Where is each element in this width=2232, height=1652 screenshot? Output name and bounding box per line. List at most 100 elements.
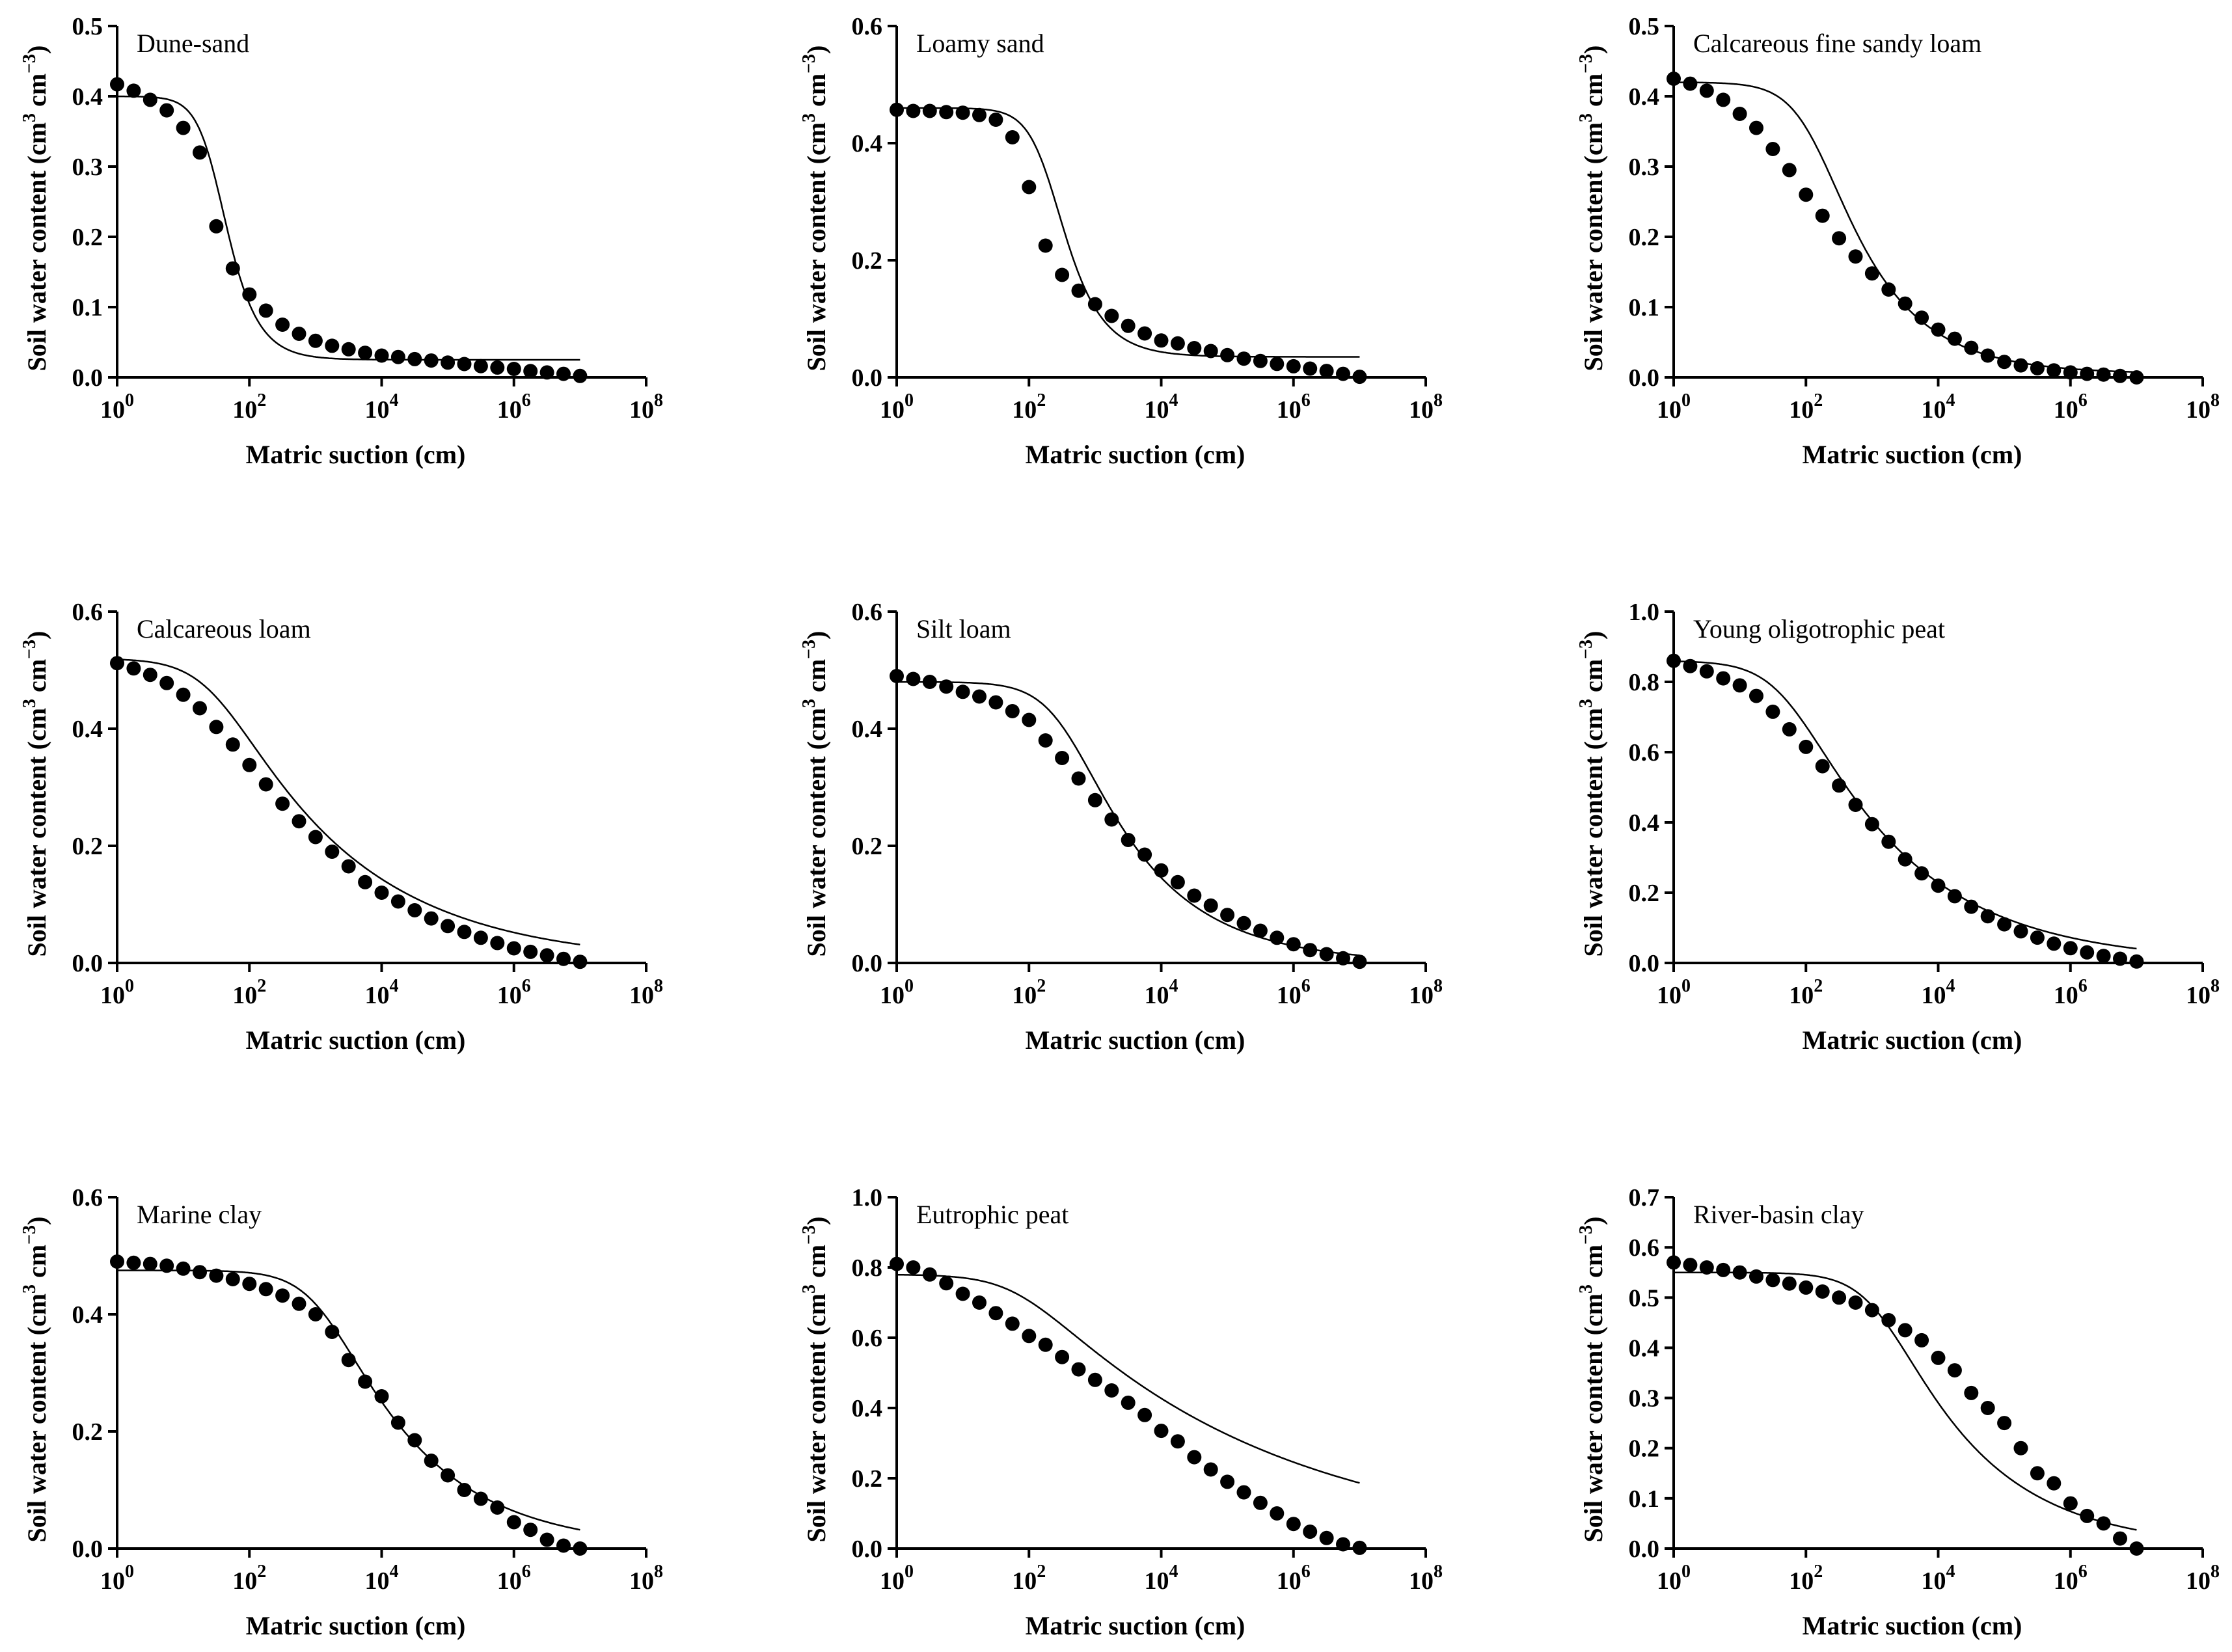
data-point [1980,909,1995,924]
data-point [1815,208,1830,223]
x-tick-label: 100 [880,1562,914,1595]
data-point [1187,888,1202,903]
data-point [1964,1385,1979,1400]
data-point [1749,688,1763,703]
fitted-curve [897,107,1360,358]
x-tick-exponent: 4 [390,976,399,996]
data-point [1699,83,1714,98]
x-tick-exponent: 0 [1681,976,1691,996]
x-tick-exponent: 8 [1434,390,1443,411]
data-point [972,689,987,704]
data-point [1022,180,1037,195]
data-point [1799,1280,1814,1295]
y-tick-label: 0.4 [852,130,883,157]
fitted-curve [897,1273,1360,1484]
data-point [1253,923,1268,938]
data-point [1154,863,1169,878]
data-point [922,103,937,118]
x-tick-exponent: 6 [522,1562,531,1582]
data-point [2080,366,2095,381]
data-point [407,903,422,917]
x-tick-label: 100 [1657,976,1691,1009]
y-tick-label: 0.8 [852,1254,883,1282]
x-axis-label: Matric suction (cm) [1026,1025,1245,1055]
data-point [1286,937,1301,952]
data-point [159,1258,174,1273]
x-tick-label: 108 [2186,1562,2220,1595]
data-point [1864,1303,1879,1318]
data-point [1352,1540,1367,1555]
y-tick-label: 0.0 [1629,1536,1660,1563]
data-point [390,1415,405,1430]
data-point [159,675,174,690]
data-point [2063,365,2078,380]
data-point [225,261,240,276]
data-point [2096,1516,2111,1531]
x-tick-exponent: 4 [1946,390,1955,411]
data-point [457,357,472,372]
data-point [325,1325,340,1339]
x-tick-base: 10 [365,982,390,1009]
data-point [407,351,422,366]
x-tick-base: 10 [1277,1567,1301,1595]
y-tick-label: 0.3 [1629,1385,1660,1413]
y-tick-label: 0.1 [1629,1485,1660,1513]
data-point [193,1265,207,1280]
x-tick-exponent: 6 [2078,1562,2088,1582]
data-point [325,845,340,859]
data-point [539,365,554,380]
x-tick-label: 104 [1145,976,1178,1009]
x-tick-exponent: 0 [905,1562,914,1582]
data-point [1947,889,1962,904]
y-tick-label: 1.0 [1629,599,1660,626]
data-point [1203,344,1218,359]
y-tick-label: 0.0 [1629,950,1660,977]
chart-title: Eutrophic peat [916,1200,1068,1229]
data-point [225,1272,240,1286]
data-point [308,1307,323,1321]
x-tick-base: 10 [1789,1567,1814,1595]
data-point [258,1282,273,1297]
x-tick-label: 100 [1657,390,1691,424]
data-point [1947,1363,1962,1378]
y-tick-label: 0.2 [1629,224,1660,251]
data-point [573,368,588,383]
x-tick-exponent: 6 [2078,390,2088,411]
x-tick-label: 102 [232,976,266,1009]
data-point [539,1532,554,1547]
x-tick-label: 106 [497,390,531,424]
data-point [2030,930,2045,945]
data-point [424,1454,439,1468]
data-point [1236,351,1251,366]
data-point [1782,1276,1797,1291]
data-point [1121,1395,1136,1410]
data-point [1236,915,1251,930]
data-point [2113,951,2127,966]
x-axis-label: Matric suction (cm) [1803,1611,2022,1640]
data-point [390,894,405,909]
data-point [1683,1258,1698,1273]
data-point [308,830,323,845]
data-point [1104,1383,1119,1398]
data-point [1121,318,1136,333]
y-tick-label: 0.0 [1629,364,1660,392]
data-point [1336,366,1350,381]
x-tick-base: 10 [1922,982,1946,1009]
data-point [1749,120,1763,135]
y-tick-label: 0.2 [852,833,883,860]
data-point [1336,951,1350,966]
data-point [1286,1517,1301,1532]
data-point [193,701,207,716]
x-tick-label: 102 [1789,1562,1823,1595]
data-point [1667,1255,1681,1270]
data-point [242,287,257,302]
y-tick-label: 0.4 [852,716,883,743]
x-tick-exponent: 4 [1169,976,1178,996]
data-point [1683,76,1698,91]
x-tick-label: 104 [365,1562,399,1595]
data-point [341,859,356,874]
x-tick-label: 102 [1012,976,1046,1009]
y-tick-label: 0.2 [72,224,103,251]
